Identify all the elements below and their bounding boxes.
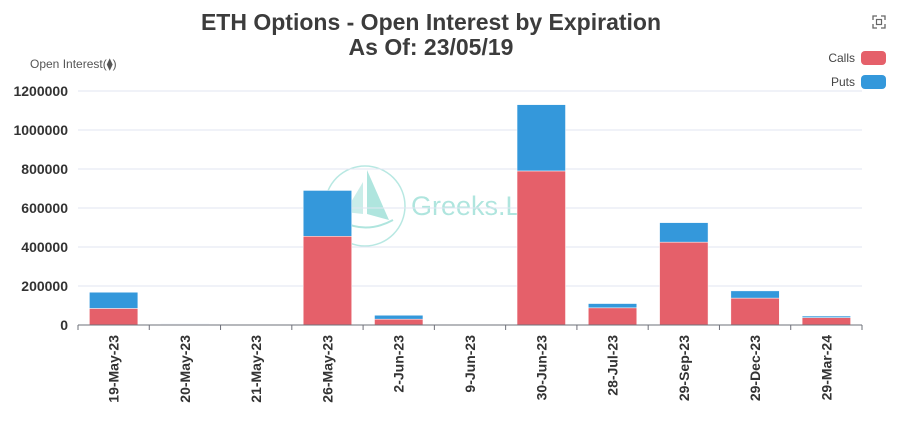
x-tick-label: 28-Jul-23: [605, 335, 621, 396]
bar-puts-26-May-23[interactable]: [302, 190, 352, 237]
bar-calls-19-May-23[interactable]: [89, 308, 139, 326]
fullscreen-icon[interactable]: [872, 15, 886, 29]
bar-calls-30-Jun-23[interactable]: [516, 170, 566, 326]
bar-puts-2-Jun-23[interactable]: [374, 315, 424, 320]
x-tick-label: 29-Mar-24: [818, 335, 834, 401]
y-tick-label: 1200000: [13, 83, 68, 99]
x-tick-label: 2-Jun-23: [391, 335, 407, 393]
legend-item-puts[interactable]: Puts: [828, 70, 886, 94]
y-tick-label: 1000000: [13, 122, 68, 138]
y-tick-label: 800000: [21, 161, 68, 177]
bar-puts-19-May-23[interactable]: [89, 291, 139, 309]
bar-puts-29-Dec-23[interactable]: [730, 290, 780, 299]
bar-calls-26-May-23[interactable]: [302, 236, 352, 326]
bar-calls-29-Mar-24[interactable]: [801, 317, 851, 326]
axes: 0 200000 400000 600000 800000 1000000 1200000 1…: [13, 83, 863, 403]
bar-calls-29-Dec-23[interactable]: [730, 297, 780, 326]
y-axis-label: Open Interest(⧫): [30, 57, 117, 71]
bar-puts-30-Jun-23[interactable]: [516, 104, 566, 172]
x-tick-label: 21-May-23: [248, 335, 264, 403]
x-tick-label: 26-May-23: [319, 335, 335, 403]
y-tick-label: 400000: [21, 239, 68, 255]
bar-puts-28-Jul-23[interactable]: [588, 303, 638, 309]
x-tick-label: 30-Jun-23: [533, 335, 549, 401]
bar-calls-2-Jun-23[interactable]: [374, 318, 424, 326]
legend-swatch-puts: [861, 75, 886, 89]
bar-puts-29-Mar-24[interactable]: [801, 315, 851, 318]
chart-title: ETH Options - Open Interest by Expiratio…: [0, 10, 862, 60]
y-tick-label: 200000: [21, 278, 68, 294]
legend-item-calls[interactable]: Calls: [828, 46, 886, 70]
legend-label-calls: Calls: [828, 51, 855, 65]
bar-calls-29-Sep-23[interactable]: [659, 241, 709, 326]
y-tick-label: 0: [60, 317, 68, 333]
bar-puts-29-Sep-23[interactable]: [659, 222, 709, 243]
x-tick-label: 20-May-23: [177, 335, 193, 403]
legend-label-puts: Puts: [830, 75, 855, 89]
title-line-1: ETH Options - Open Interest by Expiratio…: [200, 9, 662, 35]
bars: [89, 104, 851, 326]
legend: Calls Puts: [828, 46, 886, 94]
x-tick-label: 9-Jun-23: [462, 335, 478, 393]
title-line-2: As Of: 23/05/19: [348, 34, 514, 60]
y-tick-label: 600000: [21, 200, 68, 216]
x-tick-label: 29-Dec-23: [747, 335, 763, 401]
x-tick-label: 29-Sep-23: [676, 335, 692, 401]
legend-swatch-calls: [861, 51, 886, 65]
grid-lines: [78, 90, 862, 287]
x-tick-label: 19-May-23: [106, 335, 122, 403]
bar-calls-28-Jul-23[interactable]: [588, 307, 638, 326]
